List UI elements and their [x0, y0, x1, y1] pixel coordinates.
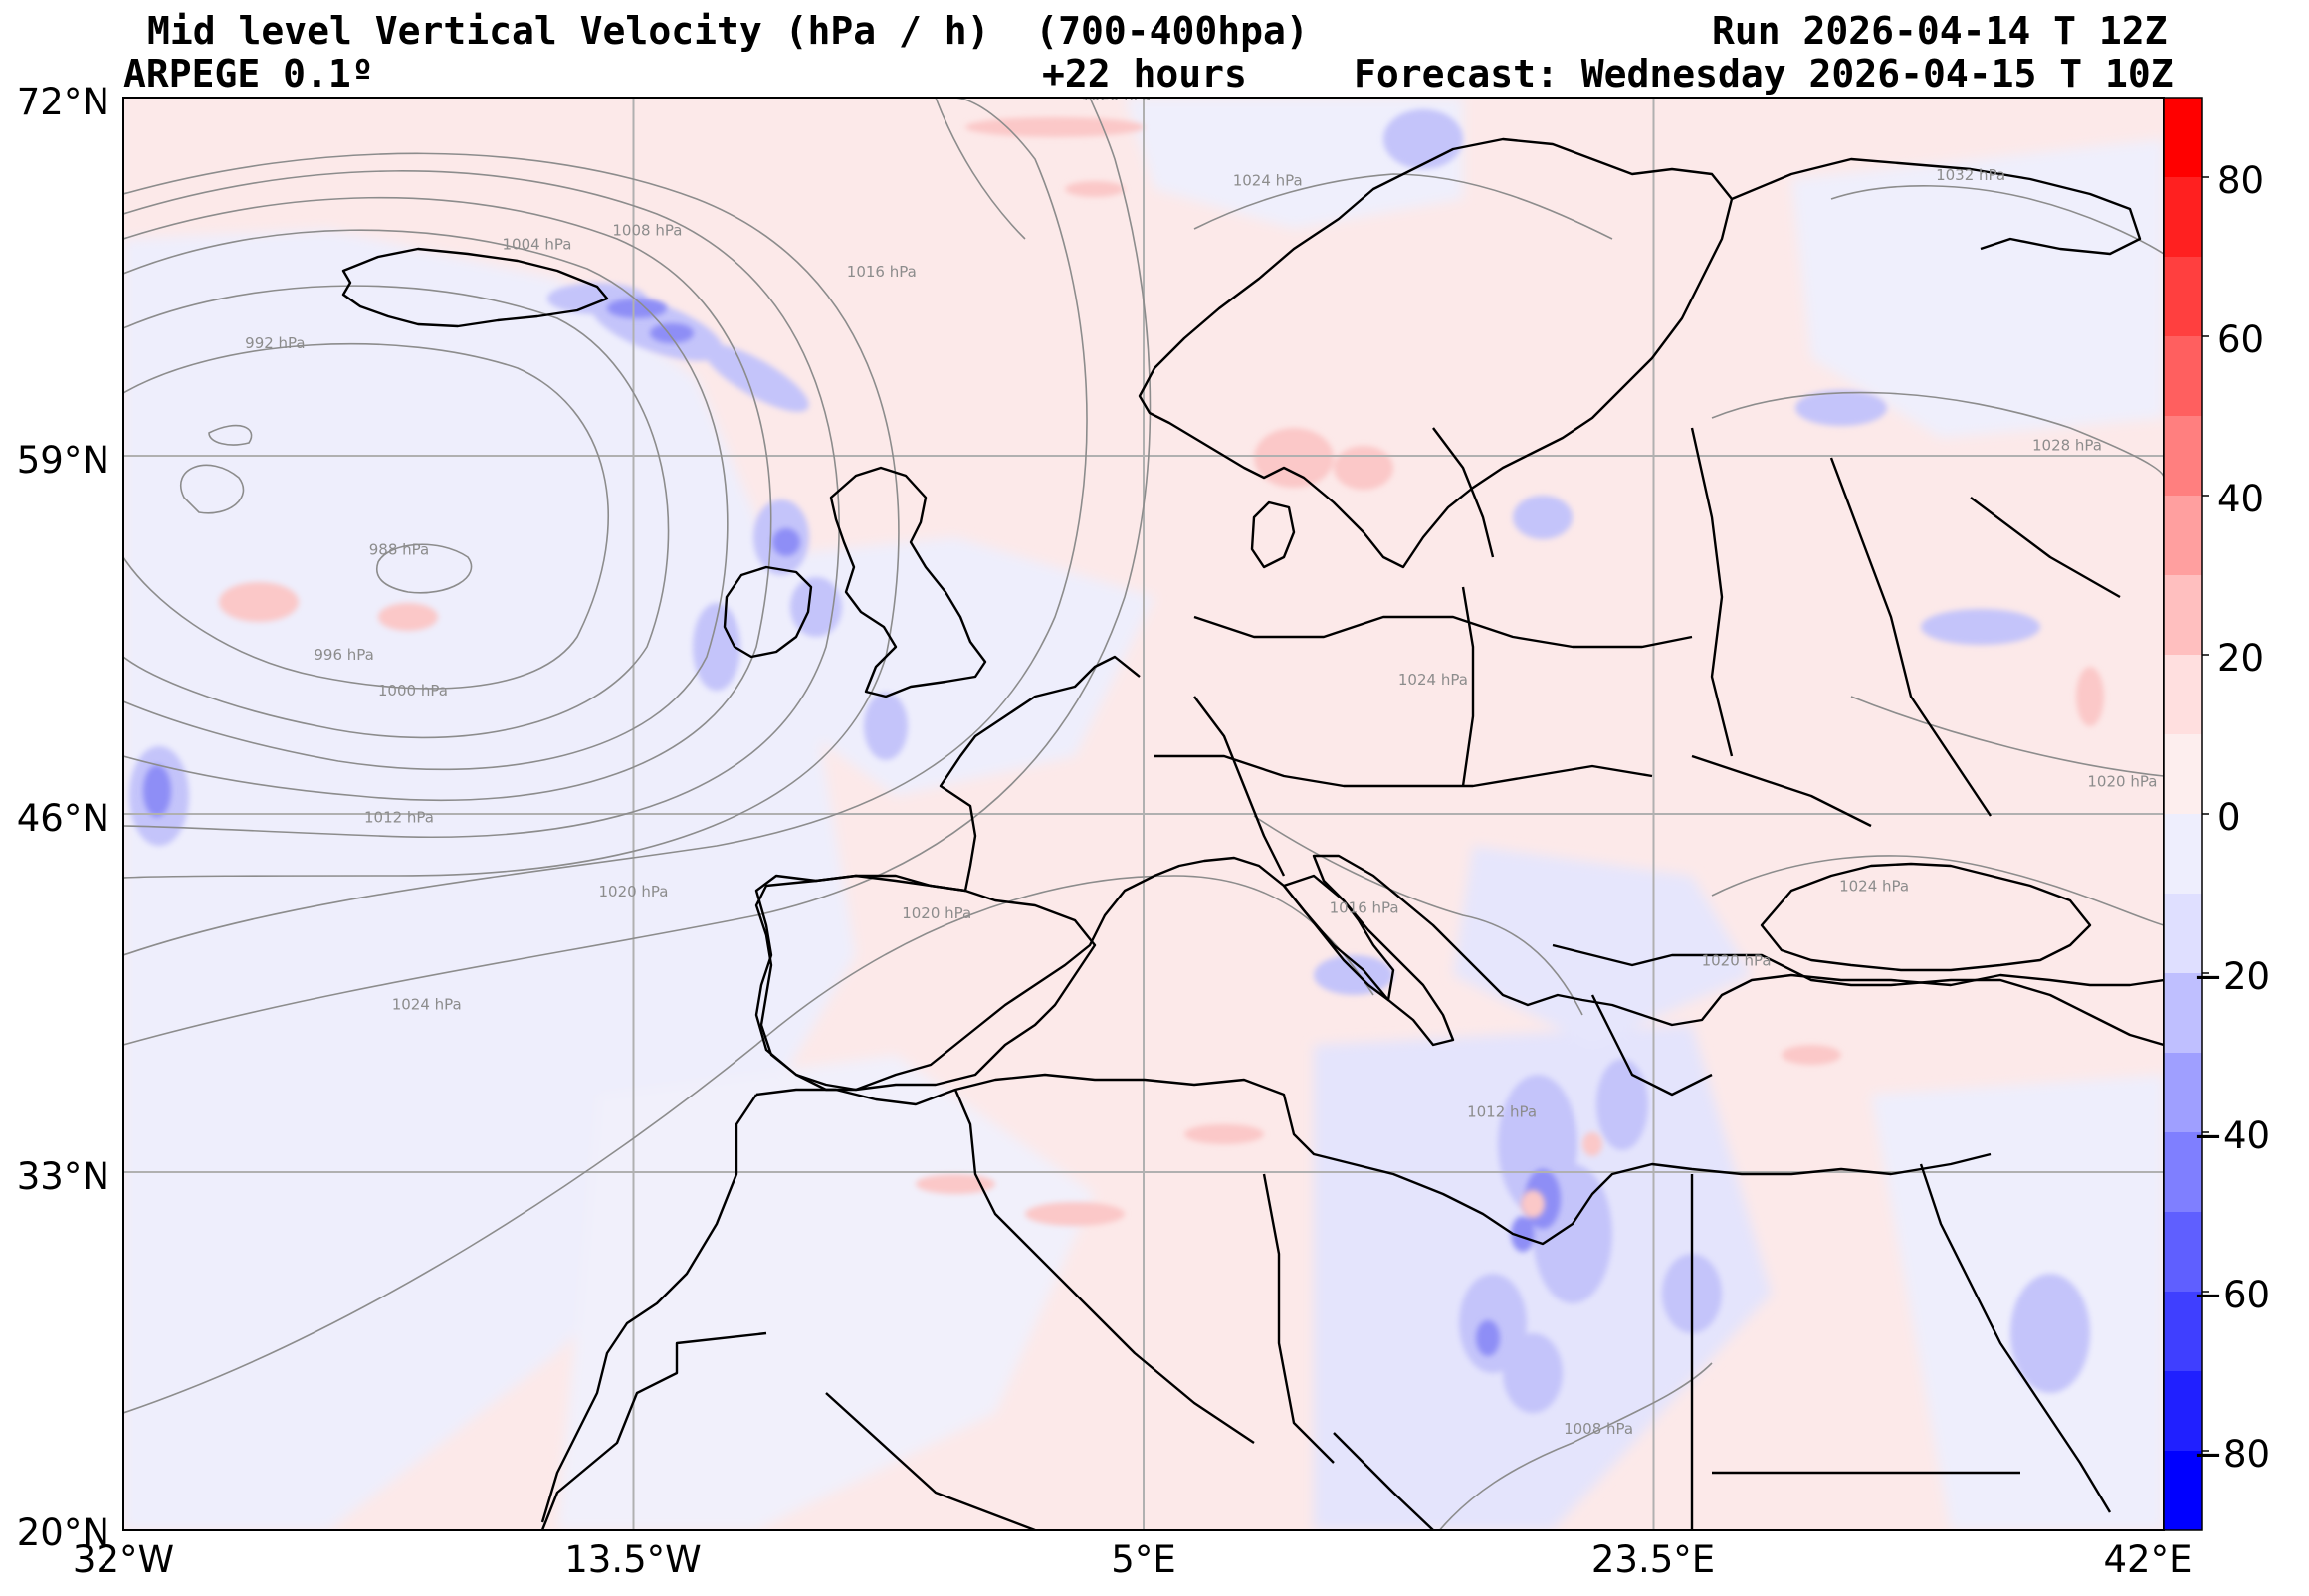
- colorbar-level: [2164, 416, 2202, 496]
- colorbar-level: [2164, 1371, 2202, 1451]
- west-africa-coast: [540, 1094, 757, 1523]
- ireland: [723, 565, 813, 659]
- colorbar-tick-label: 20: [2217, 637, 2265, 680]
- colorbar-level: [2164, 814, 2202, 894]
- isobar-label: 1004 hPa: [502, 235, 571, 253]
- ascent-patches: [129, 109, 2090, 1413]
- isobar-label: 1016 hPa: [1330, 899, 1399, 917]
- isobar-label: 1024 hPa: [1233, 172, 1303, 190]
- lon-tick-label: 42°E: [2103, 1538, 2193, 1581]
- isobar-label: 1024 hPa: [1398, 671, 1468, 689]
- colorbar-level: [2164, 894, 2202, 973]
- colorbar-level: [2164, 973, 2202, 1053]
- lead-time: +22 hours: [1042, 52, 1247, 96]
- baltic-border: [1432, 427, 1495, 558]
- isobar-label: 1024 hPa: [1839, 878, 1909, 896]
- lon-tick-label: 23.5°E: [1590, 1538, 1716, 1581]
- colorbar-frame: [2163, 97, 2203, 1531]
- lat-tick-label: 59°N: [16, 439, 109, 482]
- colorbar-level: [2164, 1451, 2202, 1530]
- lon-tick-label: 13.5°W: [564, 1538, 702, 1581]
- isobar-label: 1012 hPa: [1467, 1103, 1537, 1121]
- sahara-field: [557, 1055, 1095, 1530]
- forecast-time: Forecast: Wednesday 2026-04-15 T 10Z: [1354, 52, 2174, 96]
- colorbar-level: [2164, 575, 2202, 655]
- colorbar-level: [2164, 1292, 2202, 1371]
- isobar-label: 1020 hPa: [598, 883, 668, 900]
- isobar-label: 1020 hPa: [902, 904, 971, 922]
- kola-coast: [1731, 157, 2142, 256]
- run-time: Run 2026-04-14 T 12Z: [1712, 9, 2168, 53]
- isobar-label: 1000 hPa: [378, 682, 448, 699]
- isobar-label: 1032 hPa: [1936, 166, 2005, 184]
- italy: [1282, 874, 1455, 1047]
- colorbar-tick-label: −40: [2193, 1114, 2271, 1157]
- colorbar-level: [2164, 1053, 2202, 1132]
- denmark: [1250, 500, 1296, 569]
- isobar-label: 1016 hPa: [847, 263, 917, 281]
- great-britain: [829, 466, 987, 698]
- colorbar-tick-label: −80: [2193, 1433, 2271, 1476]
- isobar-label: 1008 hPa: [612, 222, 682, 240]
- isobars: [123, 98, 2164, 1530]
- coastlines-and-borders: [341, 137, 2164, 1530]
- iceland: [341, 247, 609, 328]
- black-sea: [1760, 862, 2092, 972]
- colorbar-tick-label: 40: [2217, 478, 2265, 520]
- colorbar-level: [2164, 734, 2202, 814]
- isobar-label: 996 hPa: [314, 646, 373, 664]
- isobar-label: 992 hPa: [245, 334, 305, 352]
- biscay-field: [756, 537, 1154, 796]
- colorbar: [2164, 98, 2209, 1530]
- model-name: ARPEGE 0.1º: [123, 52, 374, 96]
- isobar-label: 1028 hPa: [2032, 437, 2102, 455]
- colorbar-tick-label: 60: [2217, 318, 2265, 361]
- colorbar-level: [2164, 177, 2202, 257]
- descent-fields: [123, 98, 2164, 1530]
- colorbar-level: [2164, 98, 2202, 177]
- isobar-label: 1020 hPa: [1702, 951, 1772, 969]
- lat-tick-label: 20°N: [16, 1511, 109, 1554]
- colorbar-tick-label: −60: [2193, 1274, 2271, 1316]
- isobar-label: 1020 hPa: [2087, 772, 2157, 790]
- inland-borders: [1154, 427, 2121, 877]
- algeria-border: [953, 1089, 1255, 1444]
- norway-sweden-finland: [1138, 137, 1734, 569]
- greece-turkey: [1552, 943, 2164, 1097]
- libya-border: [1262, 1173, 1335, 1464]
- descent-patches: [219, 117, 2104, 1226]
- colorbar-level: [2164, 655, 2202, 734]
- colorbar-tick-label: 80: [2217, 159, 2265, 202]
- iberia: [754, 874, 1097, 1092]
- lon-tick-label: 32°W: [72, 1538, 175, 1581]
- lat-tick-label: 46°N: [16, 797, 109, 840]
- isobar-label: 988 hPa: [369, 541, 429, 559]
- russia-field: [1791, 139, 2164, 438]
- isobar-label: 1024 hPa: [392, 996, 462, 1014]
- east-med-field: [1453, 846, 1752, 1045]
- isobar-label: 1008 hPa: [1564, 1420, 1633, 1438]
- colorbar-level: [2164, 1132, 2202, 1212]
- north-africa-coast: [755, 1073, 1992, 1246]
- isobar-labels: 1020 hPa 1024 hPa 1032 hPa 1008 hPa 1004 hPa…: [245, 87, 2157, 1438]
- lat-tick-label: 33°N: [16, 1155, 109, 1198]
- colorbar-level: [2164, 1212, 2202, 1292]
- sahara-borders: [540, 1331, 2020, 1530]
- red-sea: [1919, 1163, 2112, 1513]
- gridlines: [123, 98, 2164, 1530]
- colorbar-tick-label: 0: [2217, 796, 2241, 839]
- colorbar-tick-label: −20: [2193, 955, 2271, 998]
- colorbar-level: [2164, 257, 2202, 336]
- lon-tick-label: 5°E: [1111, 1538, 1176, 1581]
- lat-tick-label: 72°N: [16, 81, 109, 123]
- colorbar-level: [2164, 496, 2202, 575]
- isobar-label: 1012 hPa: [364, 808, 434, 826]
- arctic-field: [1125, 98, 1463, 229]
- colorbar-level: [2164, 336, 2202, 416]
- title-line: Mid level Vertical Velocity (hPa / h) (7…: [147, 9, 1309, 53]
- isobar-label: 1020 hPa: [1081, 87, 1151, 104]
